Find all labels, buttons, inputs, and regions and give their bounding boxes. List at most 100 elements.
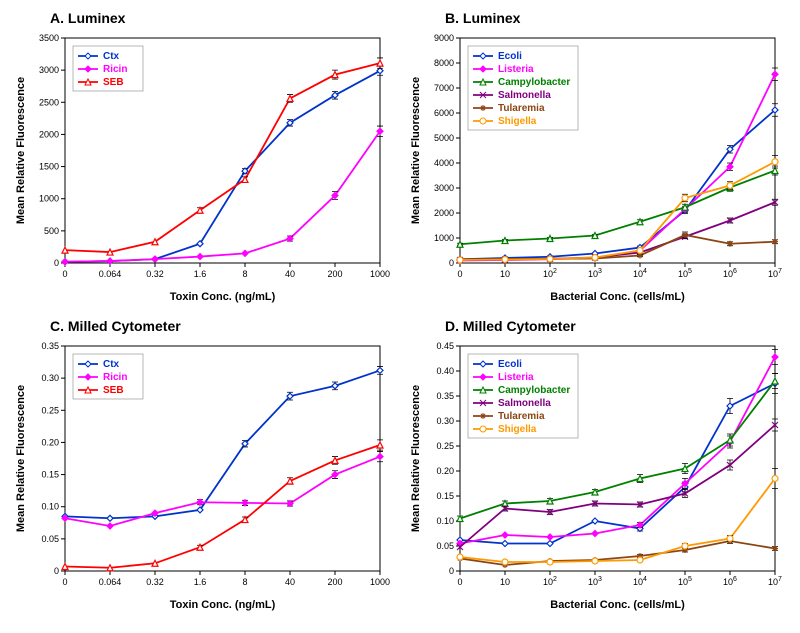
svg-text:Ricin: Ricin — [103, 372, 127, 383]
svg-text:106: 106 — [723, 268, 737, 279]
svg-text:6000: 6000 — [434, 108, 454, 118]
svg-text:Listeria: Listeria — [498, 64, 534, 75]
svg-text:107: 107 — [768, 268, 782, 279]
svg-text:8: 8 — [242, 577, 247, 587]
svg-text:Listeria: Listeria — [498, 372, 534, 383]
svg-text:3000: 3000 — [434, 183, 454, 193]
chart-a: 0 500 1000 1500 2000 2500 3000 3500 0 0.064 0.32 1.… — [10, 28, 390, 308]
svg-text:Ecoli: Ecoli — [498, 51, 522, 62]
svg-text:0.10: 0.10 — [41, 502, 59, 512]
svg-text:Ctx: Ctx — [103, 51, 120, 62]
svg-text:0.30: 0.30 — [41, 373, 59, 383]
svg-text:200: 200 — [327, 577, 342, 587]
svg-text:102: 102 — [543, 576, 557, 587]
chart-grid: A. Luminex 05001000150020002500300035000… — [10, 10, 790, 616]
svg-text:Tularemia: Tularemia — [498, 411, 545, 422]
chart-d: 00.050.100.150.200.250.300.350.400.45010… — [405, 336, 785, 616]
svg-text:SEB: SEB — [103, 77, 124, 88]
svg-text:0.05: 0.05 — [41, 534, 59, 544]
svg-text:Shigella: Shigella — [498, 424, 537, 435]
svg-text:Campylobacter: Campylobacter — [498, 77, 570, 88]
svg-text:10: 10 — [500, 269, 510, 279]
svg-text:200: 200 — [327, 269, 342, 279]
chart-c: 00.050.100.150.200.250.300.3500.0640.321… — [10, 336, 390, 616]
svg-text:Toxin Conc. (ng/mL): Toxin Conc. (ng/mL) — [170, 291, 276, 303]
svg-text:104: 104 — [633, 268, 647, 279]
svg-text:Ecoli: Ecoli — [498, 359, 522, 370]
svg-text:3000: 3000 — [39, 65, 59, 75]
svg-text:9000: 9000 — [434, 33, 454, 43]
svg-text:Tularemia: Tularemia — [498, 103, 545, 114]
svg-text:0: 0 — [457, 577, 462, 587]
svg-text:1.6: 1.6 — [194, 269, 207, 279]
panel-d: D. Milled Cytometer 00.050.100.150.200.2… — [405, 318, 790, 616]
svg-text:1000: 1000 — [370, 269, 390, 279]
svg-text:0.25: 0.25 — [436, 441, 454, 451]
svg-text:3500: 3500 — [39, 33, 59, 43]
svg-text:0.40: 0.40 — [436, 366, 454, 376]
svg-text:Toxin Conc. (ng/mL): Toxin Conc. (ng/mL) — [170, 599, 276, 611]
svg-text:5000: 5000 — [434, 133, 454, 143]
svg-text:1000: 1000 — [434, 233, 454, 243]
svg-text:0: 0 — [54, 566, 59, 576]
svg-text:0: 0 — [457, 269, 462, 279]
svg-text:0.15: 0.15 — [436, 491, 454, 501]
panel-c-title: C. Milled Cytometer — [50, 318, 395, 334]
svg-text:0: 0 — [62, 577, 67, 587]
svg-text:1.6: 1.6 — [194, 577, 207, 587]
panel-b: B. Luminex 01000200030004000500060007000… — [405, 10, 790, 308]
svg-text:1000: 1000 — [39, 194, 59, 204]
svg-text:107: 107 — [768, 576, 782, 587]
svg-text:0.25: 0.25 — [41, 405, 59, 415]
svg-text:0.32: 0.32 — [146, 577, 164, 587]
svg-text:0.064: 0.064 — [99, 269, 122, 279]
svg-text:Mean Relative Fluorescence: Mean Relative Fluorescence — [410, 77, 422, 224]
svg-text:0.35: 0.35 — [436, 391, 454, 401]
chart-b: 0100020003000400050006000700080009000010… — [405, 28, 785, 308]
svg-text:Mean Relative Fluorescence: Mean Relative Fluorescence — [15, 77, 27, 224]
panel-d-title: D. Milled Cytometer — [445, 318, 790, 334]
svg-text:8000: 8000 — [434, 58, 454, 68]
svg-text:2500: 2500 — [39, 97, 59, 107]
svg-text:0: 0 — [449, 258, 454, 268]
svg-text:Bacterial Conc. (cells/mL): Bacterial Conc. (cells/mL) — [550, 599, 685, 611]
svg-text:2000: 2000 — [39, 129, 59, 139]
svg-text:105: 105 — [678, 268, 692, 279]
panel-a: A. Luminex 05001000150020002500300035000… — [10, 10, 395, 308]
svg-text:Ricin: Ricin — [103, 64, 127, 75]
svg-text:Mean Relative Fluorescence: Mean Relative Fluorescence — [15, 385, 27, 532]
svg-text:104: 104 — [633, 576, 647, 587]
svg-text:0.45: 0.45 — [436, 341, 454, 351]
panel-b-title: B. Luminex — [445, 10, 790, 26]
panel-a-title: A. Luminex — [50, 10, 395, 26]
svg-text:105: 105 — [678, 576, 692, 587]
svg-text:0.10: 0.10 — [436, 516, 454, 526]
svg-text:0.20: 0.20 — [436, 466, 454, 476]
svg-text:0: 0 — [449, 566, 454, 576]
svg-text:103: 103 — [588, 268, 602, 279]
svg-text:Shigella: Shigella — [498, 116, 537, 127]
svg-text:0.064: 0.064 — [99, 577, 122, 587]
svg-text:102: 102 — [543, 268, 557, 279]
svg-text:Salmonella: Salmonella — [498, 398, 551, 409]
svg-text:0.20: 0.20 — [41, 437, 59, 447]
svg-text:500: 500 — [44, 226, 59, 236]
svg-text:1000: 1000 — [370, 577, 390, 587]
svg-text:10: 10 — [500, 577, 510, 587]
svg-text:Campylobacter: Campylobacter — [498, 385, 570, 396]
svg-text:103: 103 — [588, 576, 602, 587]
svg-text:40: 40 — [285, 269, 295, 279]
svg-text:106: 106 — [723, 576, 737, 587]
svg-text:Salmonella: Salmonella — [498, 90, 551, 101]
svg-text:0: 0 — [54, 258, 59, 268]
svg-text:4000: 4000 — [434, 158, 454, 168]
svg-text:1500: 1500 — [39, 162, 59, 172]
svg-text:0.32: 0.32 — [146, 269, 164, 279]
svg-text:0: 0 — [62, 269, 67, 279]
svg-text:0.35: 0.35 — [41, 341, 59, 351]
panel-c: C. Milled Cytometer 00.050.100.150.200.2… — [10, 318, 395, 616]
svg-text:Mean Relative Fluorescence: Mean Relative Fluorescence — [410, 385, 422, 532]
svg-text:0.30: 0.30 — [436, 416, 454, 426]
svg-text:SEB: SEB — [103, 385, 124, 396]
svg-text:2000: 2000 — [434, 208, 454, 218]
